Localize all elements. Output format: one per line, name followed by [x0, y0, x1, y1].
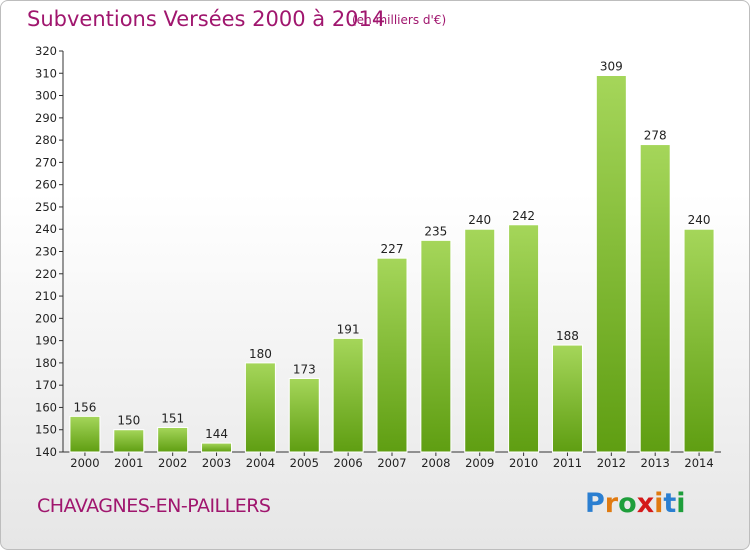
x-tick-label: 2006: [333, 456, 362, 470]
commune-name: CHAVAGNES-EN-PAILLERS: [37, 495, 271, 517]
bar: [288, 377, 320, 453]
bar-value-label: 191: [337, 322, 360, 336]
bars: [69, 75, 715, 453]
bar: [69, 415, 101, 453]
bar: [332, 337, 364, 453]
y-tick-label: 280: [35, 133, 57, 147]
x-tick-label: 2013: [641, 456, 670, 470]
proxiti-logo: Proxiti: [585, 488, 686, 519]
bar: [508, 224, 540, 453]
y-tick-label: 220: [35, 267, 57, 281]
y-tick-label: 200: [35, 311, 57, 325]
y-tick-label: 210: [35, 289, 57, 303]
y-tick-label: 300: [35, 89, 57, 103]
bar: [595, 75, 627, 453]
data-labels: 156 150 151 144 180 173 191 227 235 240 242 188 309 2…: [73, 60, 710, 442]
x-tick-label: 2007: [377, 456, 406, 470]
y-tick-label: 150: [35, 423, 57, 437]
bar: [551, 344, 583, 453]
x-tick-label: 2000: [70, 456, 99, 470]
y-tick-label: 230: [35, 245, 57, 259]
bar: [420, 239, 452, 453]
x-tick-label: 2014: [684, 456, 713, 470]
y-tick-label: 140: [35, 445, 57, 459]
bar-value-label: 242: [512, 209, 535, 223]
y-tick-label: 260: [35, 178, 57, 192]
bar: [639, 144, 671, 453]
bar-value-label: 227: [381, 242, 404, 256]
bar-value-label: 150: [117, 414, 140, 428]
bar-value-label: 235: [424, 224, 447, 238]
bar-value-label: 156: [73, 400, 96, 414]
bar-value-label: 151: [161, 411, 184, 425]
bar: [376, 257, 408, 453]
y-tick-label: 160: [35, 400, 57, 414]
x-tick-label: 2010: [509, 456, 538, 470]
axes: 140 150 160 170 180 190 200 210 220 230 240 250 260 2…: [35, 44, 721, 470]
x-tick-label: 2011: [553, 456, 582, 470]
bar-value-label: 240: [468, 213, 491, 227]
bar: [201, 442, 233, 453]
y-tick-label: 320: [35, 44, 57, 58]
x-tick-label: 2002: [158, 456, 187, 470]
bar-value-label: 309: [600, 60, 623, 74]
y-tick-label: 180: [35, 356, 57, 370]
y-tick-label: 310: [35, 66, 57, 80]
x-tick-label: 2001: [114, 456, 143, 470]
x-tick-label: 2008: [421, 456, 450, 470]
x-tick-label: 2005: [290, 456, 319, 470]
x-tick-label: 2004: [246, 456, 275, 470]
y-tick-label: 270: [35, 155, 57, 169]
bar-value-label: 173: [293, 362, 316, 376]
bar-value-label: 240: [688, 213, 711, 227]
chart-title: Subventions Versées 2000 à 2014: [27, 7, 386, 31]
x-tick-label: 2003: [202, 456, 231, 470]
bar: [683, 228, 715, 453]
bar: [464, 228, 496, 453]
y-tick-label: 170: [35, 378, 57, 392]
y-tick-label: 190: [35, 334, 57, 348]
y-tick-label: 290: [35, 111, 57, 125]
x-tick-label: 2009: [465, 456, 494, 470]
bar: [113, 429, 145, 453]
bar: [157, 426, 189, 453]
chart-unit: (en milliers d'€): [352, 13, 447, 27]
bar-value-label: 144: [205, 427, 228, 441]
bar: [244, 362, 276, 453]
bar-value-label: 180: [249, 347, 272, 361]
bar-value-label: 188: [556, 329, 579, 343]
y-tick-label: 250: [35, 200, 57, 214]
y-tick-label: 240: [35, 222, 57, 236]
bar-value-label: 278: [644, 129, 667, 143]
x-tick-label: 2012: [597, 456, 626, 470]
